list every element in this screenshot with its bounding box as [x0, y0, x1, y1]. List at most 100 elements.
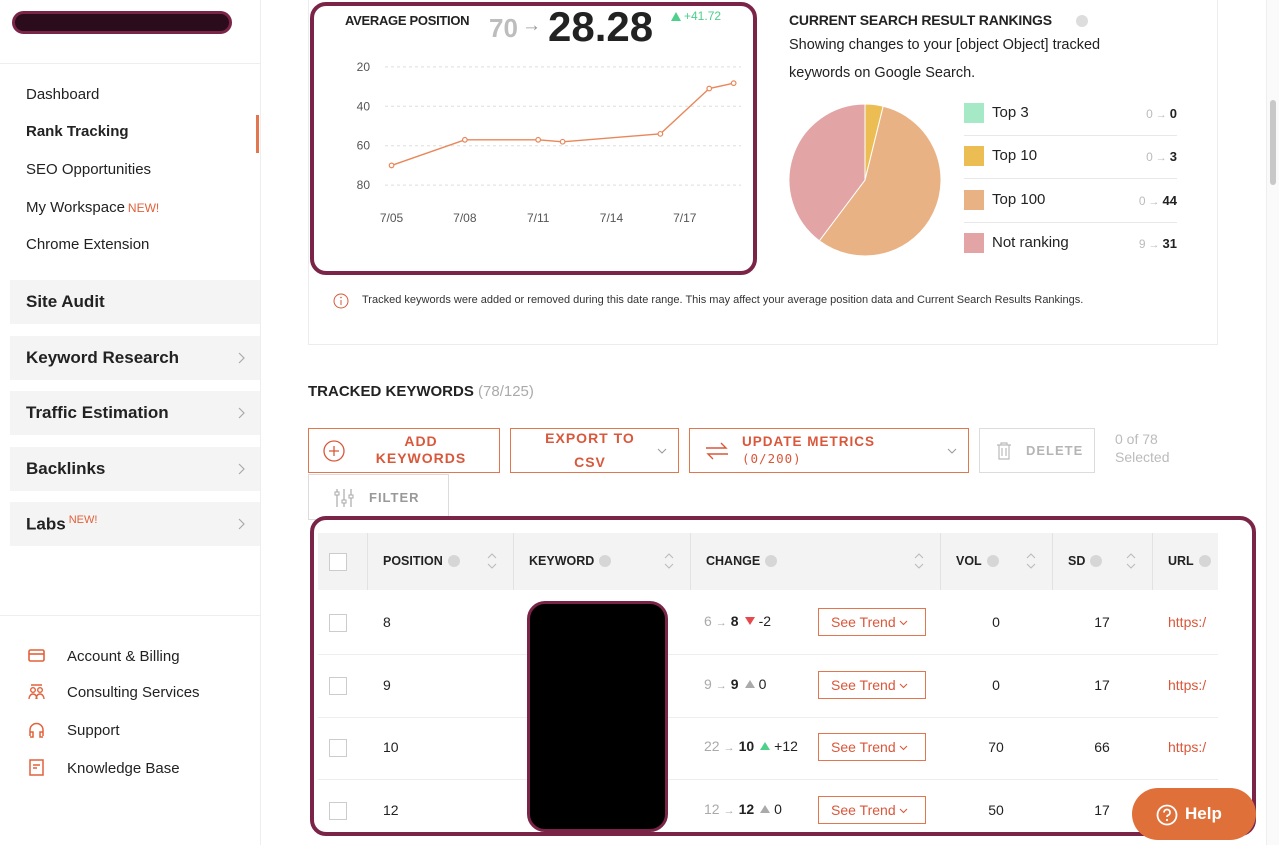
chevron: [657, 448, 667, 454]
nav-section[interactable]: Backlinks: [10, 447, 260, 491]
nav-section[interactable]: Labs NEW!: [10, 502, 260, 546]
y-tick-label: 80: [357, 178, 371, 192]
trend-icon: [760, 742, 771, 750]
previous-value: 0: [1146, 150, 1153, 164]
current-value: 0: [1169, 106, 1177, 121]
footer-link[interactable]: Account & Billing: [28, 647, 248, 667]
nav-section[interactable]: Site Audit: [10, 280, 260, 324]
column-header[interactable]: CHANGE: [706, 554, 778, 568]
avg-change: +41.72: [684, 9, 722, 23]
button-label: ADD KEYWORDS: [375, 433, 467, 466]
link-label: Knowledge Base: [67, 760, 180, 777]
footer-link[interactable]: Support: [28, 721, 248, 741]
x-tick-label: 7/08: [453, 211, 477, 225]
trend-icon: [760, 804, 771, 813]
seo-difficulty: 17: [1094, 801, 1110, 818]
x-tick-label: 7/17: [673, 211, 697, 225]
section-text: Keyword Research: [26, 348, 180, 367]
table-row: 10 22 → 10 +12 See Trend 70 66 https:/: [318, 717, 1218, 780]
nav-item[interactable]: SEO Opportunities: [26, 161, 151, 178]
see-trend-button[interactable]: See Trend: [818, 608, 926, 636]
nav-item[interactable]: Chrome Extension: [26, 236, 149, 253]
update-metrics-button[interactable]: UPDATE METRICS (0/200): [689, 428, 969, 473]
url[interactable]: https:/: [1168, 614, 1207, 630]
x-tick-label: 7/14: [600, 211, 624, 225]
rankings-title: CURRENT SEARCH RESULT RANKINGS: [789, 12, 1052, 28]
delete-button[interactable]: DELETE: [979, 428, 1095, 473]
header-label: URL: [1168, 554, 1194, 568]
section-label: Site Audit: [26, 292, 105, 312]
active-indicator: [256, 115, 259, 153]
checkbox[interactable]: [329, 614, 347, 632]
column-header[interactable]: VOL: [956, 554, 999, 568]
section-badge: NEW!: [68, 514, 98, 526]
help-icon: [1198, 555, 1211, 567]
chevron: [899, 745, 907, 751]
legend-value: 9 → 31: [1077, 235, 1177, 253]
nav-section[interactable]: Keyword Research: [10, 336, 260, 380]
footer-link[interactable]: Consulting Services: [28, 683, 248, 703]
header-label: KEYWORD: [529, 554, 595, 568]
update-count: (0/200): [742, 451, 802, 466]
url[interactable]: https:/: [1168, 739, 1207, 755]
legend-label: Top 100: [992, 191, 1046, 208]
help-icon: [986, 555, 999, 567]
help-label: Help: [1185, 804, 1222, 823]
chevron: [238, 463, 245, 475]
scrollbar: [1266, 0, 1279, 845]
column-divider: [367, 533, 368, 590]
section-text: Backlinks: [26, 459, 106, 478]
sort-icon: [664, 553, 674, 569]
export-button[interactable]: EXPORT TO CSV: [510, 428, 679, 473]
column-divider: [690, 533, 691, 590]
volume: 0: [992, 614, 1000, 630]
change: 22 → 10 +12: [704, 738, 798, 754]
nav-item[interactable]: My Workspace NEW!: [26, 199, 159, 216]
legend-value: 0 → 44: [1077, 192, 1177, 210]
column-header[interactable]: KEYWORD: [529, 554, 612, 568]
nav-section[interactable]: Traffic Estimation: [10, 391, 260, 435]
chevron: [238, 352, 245, 364]
see-trend-button[interactable]: See Trend: [818, 795, 926, 824]
y-tick-label: 40: [357, 99, 371, 113]
avg-current: 28.28: [548, 3, 654, 50]
redacted-keywords: [527, 601, 668, 832]
filter-button[interactable]: FILTER: [308, 474, 449, 520]
see-trend-button[interactable]: See Trend: [818, 670, 926, 699]
section-label: Traffic Estimation: [26, 403, 169, 423]
add-keywords-button[interactable]: ADD KEYWORDS: [308, 428, 500, 473]
url[interactable]: https:/: [1168, 676, 1207, 693]
change-from: 6: [704, 613, 712, 629]
column-divider: [513, 533, 514, 590]
link-label: Support: [67, 722, 120, 739]
change-delta: 0: [758, 675, 767, 692]
nav-item[interactable]: Rank Tracking: [26, 123, 129, 140]
change: 9 → 9 0: [704, 676, 766, 692]
checkbox[interactable]: [329, 801, 347, 820]
help-button[interactable]: Help: [1132, 788, 1256, 840]
section-label: Labs NEW!: [26, 514, 97, 535]
previous-value: 0: [1146, 107, 1153, 121]
legend-divider: [964, 178, 1177, 179]
legend-label: Top 3: [992, 104, 1029, 121]
chevron: [238, 407, 245, 419]
checkbox[interactable]: [329, 553, 347, 571]
column-header[interactable]: POSITION: [383, 554, 460, 568]
nav-item[interactable]: Dashboard: [26, 86, 99, 103]
column-header[interactable]: URL: [1168, 554, 1211, 568]
help-icon: [1156, 804, 1178, 826]
chevron: [899, 683, 907, 688]
sort-icon: [914, 553, 924, 569]
checkbox[interactable]: [329, 676, 347, 695]
nav-label: Chrome Extension: [26, 236, 150, 253]
volume: 70: [988, 739, 1004, 755]
see-trend-button[interactable]: See Trend: [818, 733, 926, 761]
change-to: 10: [738, 738, 755, 754]
arrow: →: [715, 617, 727, 629]
footer-link[interactable]: Knowledge Base: [28, 759, 248, 779]
legend-value: 0 → 3: [1077, 148, 1177, 166]
trend-icon: [744, 617, 755, 625]
checkbox[interactable]: [329, 739, 347, 757]
scrollbar-thumb: [1270, 100, 1276, 185]
column-header[interactable]: SD: [1068, 554, 1103, 568]
